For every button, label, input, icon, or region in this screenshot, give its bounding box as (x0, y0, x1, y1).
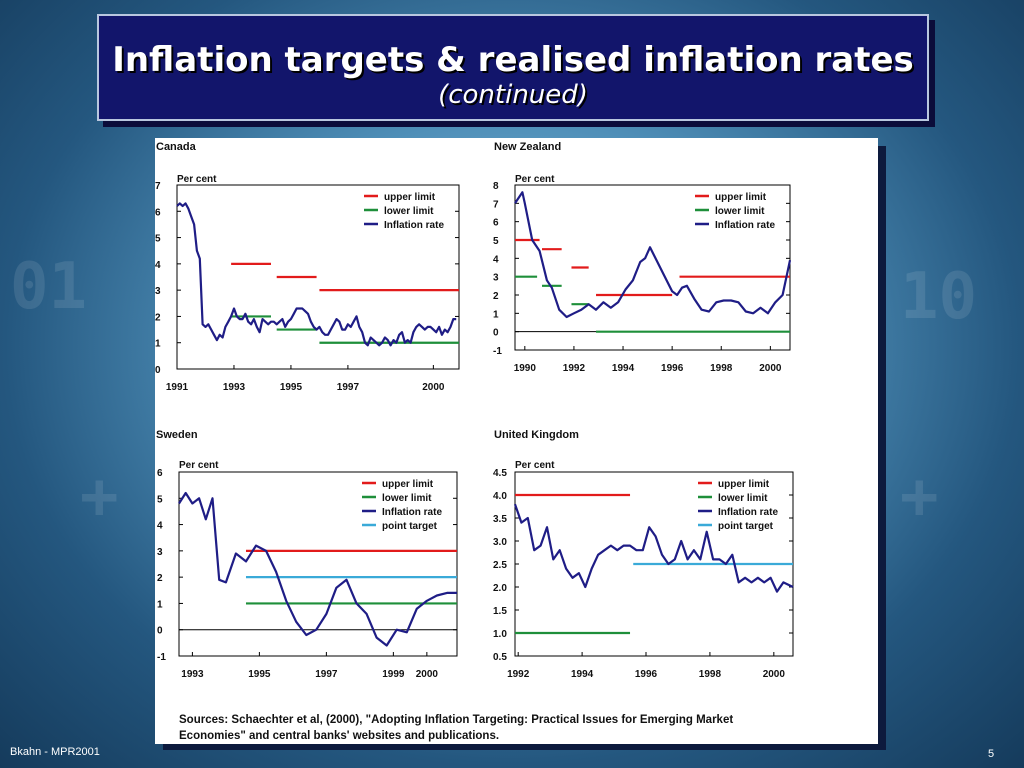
background-plus-left: + (80, 460, 119, 534)
y-tick-label: 3 (157, 547, 163, 558)
y-tick-label: 3 (493, 273, 499, 284)
x-tick-label: 1999 (382, 669, 405, 680)
x-tick-label: 1996 (661, 363, 684, 374)
y-axis-label: Per cent (515, 460, 555, 471)
background-digits: 10 (900, 260, 978, 334)
y-tick-label: -1 (157, 652, 166, 663)
y-tick-label: 0.5 (493, 652, 507, 663)
charts-panel: Canada Per cent 0 1 2 3 4 5 6 7 1991 1993 1995 1997 20… (155, 138, 878, 744)
chart-title: New Zealand (494, 141, 561, 153)
inflation-rate-line (513, 503, 794, 593)
chart-title: Sweden (156, 429, 198, 441)
x-tick-label: 1992 (563, 363, 586, 374)
y-tick-label: 3.5 (493, 514, 507, 525)
x-tick-label: 2000 (416, 669, 439, 680)
inflation-rate-line (514, 191, 792, 319)
legend-label: upper limit (384, 192, 436, 203)
y-tick-label: 4.0 (493, 491, 507, 502)
chart-title: United Kingdom (494, 429, 579, 441)
legend-label: lower limit (384, 206, 434, 217)
y-tick-label: 1.0 (493, 629, 507, 640)
y-tick-label: 8 (493, 181, 499, 192)
plot-frame (176, 184, 460, 370)
y-tick-label: 1 (493, 309, 499, 320)
inflation-rate-line (176, 202, 457, 347)
y-tick-label: 2 (155, 312, 161, 323)
plot-frame (178, 471, 458, 657)
page-number: 5 (988, 748, 995, 760)
y-tick-label: 5 (157, 494, 163, 505)
x-tick-label: 1990 (514, 363, 537, 374)
x-tick-label: 1991 (166, 382, 189, 393)
x-tick-label: 1996 (635, 669, 658, 680)
y-tick-label: 4 (157, 521, 163, 532)
y-tick-label: 7 (155, 181, 161, 192)
legend-label: lower limit (715, 206, 765, 217)
x-tick-label: 2000 (422, 382, 445, 393)
x-tick-label: 1998 (699, 669, 722, 680)
x-tick-label: 1993 (223, 382, 246, 393)
y-tick-label: 2.0 (493, 583, 507, 594)
x-tick-label: 1997 (337, 382, 360, 393)
y-tick-label: 5 (155, 234, 161, 245)
y-tick-label: 4 (155, 260, 161, 271)
y-tick-label: 2.5 (493, 560, 507, 571)
y-tick-label: 4.5 (493, 468, 507, 479)
x-tick-label: 2000 (763, 669, 786, 680)
y-tick-label: 1.5 (493, 606, 507, 617)
y-axis-label: Per cent (515, 174, 555, 185)
y-tick-label: 5 (493, 236, 499, 247)
legend-label: point target (718, 521, 774, 532)
y-tick-label: 3.0 (493, 537, 507, 548)
chart-title: Canada (156, 141, 197, 153)
y-axis-label: Per cent (179, 460, 219, 471)
y-tick-label: 1 (155, 339, 161, 350)
title-box: Inflation targets & realised inflation r… (97, 14, 929, 121)
legend-label: upper limit (718, 479, 770, 490)
slide-subtitle: (continued) (438, 80, 588, 110)
y-tick-label: 6 (157, 468, 163, 479)
y-tick-label: 3 (155, 286, 161, 297)
inflation-rate-line (178, 491, 457, 647)
x-tick-label: 1995 (280, 382, 303, 393)
legend-label: Inflation rate (718, 507, 778, 518)
sources-text: Economies" and central banks' websites a… (179, 730, 499, 742)
y-tick-label: 6 (155, 207, 161, 218)
y-tick-label: 1 (157, 599, 163, 610)
legend-label: Inflation rate (384, 220, 444, 231)
legend-label: Inflation rate (715, 220, 775, 231)
background-plus-right: + (900, 460, 939, 534)
y-tick-label: 2 (157, 573, 163, 584)
y-tick-label: 4 (493, 254, 499, 265)
sources-text: Sources: Schaechter et al, (2000), "Adop… (179, 714, 733, 726)
legend-label: Inflation rate (382, 507, 442, 518)
y-tick-label: 0 (155, 365, 161, 376)
x-tick-label: 1998 (710, 363, 733, 374)
legend-label: lower limit (382, 493, 432, 504)
background-digits: 01 (10, 250, 88, 324)
x-tick-label: 1992 (507, 669, 530, 680)
footer-author: Bkahn - MPR2001 (10, 746, 100, 758)
x-tick-label: 1997 (315, 669, 338, 680)
x-tick-label: 1993 (181, 669, 204, 680)
y-axis-label: Per cent (177, 174, 217, 185)
x-tick-label: 1995 (248, 669, 271, 680)
legend-label: upper limit (382, 479, 434, 490)
x-tick-label: 1994 (571, 669, 594, 680)
x-tick-label: 2000 (759, 363, 782, 374)
x-tick-label: 1994 (612, 363, 635, 374)
y-tick-label: 0 (157, 626, 163, 637)
legend-label: upper limit (715, 192, 767, 203)
y-tick-label: 6 (493, 218, 499, 229)
slide-title: Inflation targets & realised inflation r… (112, 40, 914, 80)
legend-label: lower limit (718, 493, 768, 504)
y-tick-label: 0 (493, 328, 499, 339)
y-tick-label: -1 (493, 346, 502, 357)
y-tick-label: 7 (493, 199, 499, 210)
plot-frame (514, 184, 791, 351)
y-tick-label: 2 (493, 291, 499, 302)
legend-label: point target (382, 521, 438, 532)
